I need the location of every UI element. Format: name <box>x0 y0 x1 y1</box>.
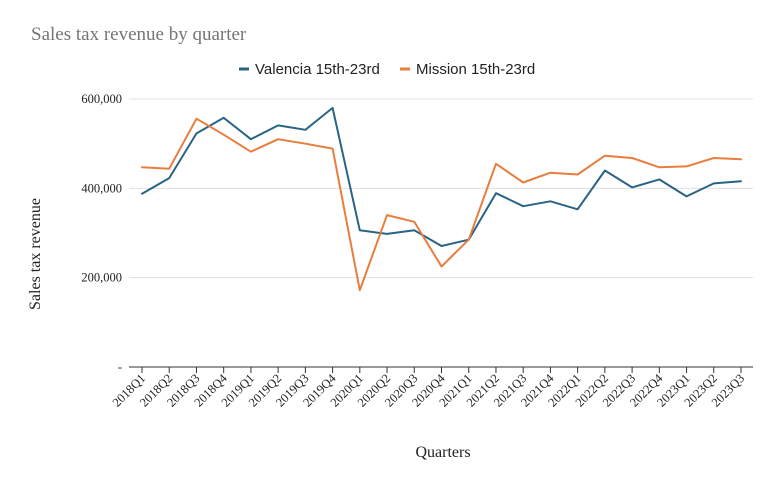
chart-title: Sales tax revenue by quarter <box>31 24 247 45</box>
y-tick-label: 600,000 <box>81 92 122 106</box>
gridlines <box>129 98 753 368</box>
x-axis-ticks: 2018Q12018Q22018Q32018Q42019Q12019Q22019… <box>110 367 747 410</box>
y-axis-title: Sales tax revenue <box>27 198 44 310</box>
legend-label: Valencia 15th-23rd <box>255 61 380 78</box>
series-lines <box>141 106 742 292</box>
legend: Valencia 15th-23rd Mission 15th-23rd <box>239 61 535 78</box>
y-tick-label: 400,000 <box>81 181 122 195</box>
legend-label: Mission 15th-23rd <box>416 61 535 78</box>
y-tick-label: - <box>118 360 122 374</box>
series-line-valencia <box>141 106 742 247</box>
series-line-mission <box>141 117 742 292</box>
y-axis-ticks: - 200,000 400,000 600,000 <box>81 92 122 374</box>
y-tick-label: 200,000 <box>81 271 122 285</box>
x-axis-title: Quarters <box>415 444 470 461</box>
